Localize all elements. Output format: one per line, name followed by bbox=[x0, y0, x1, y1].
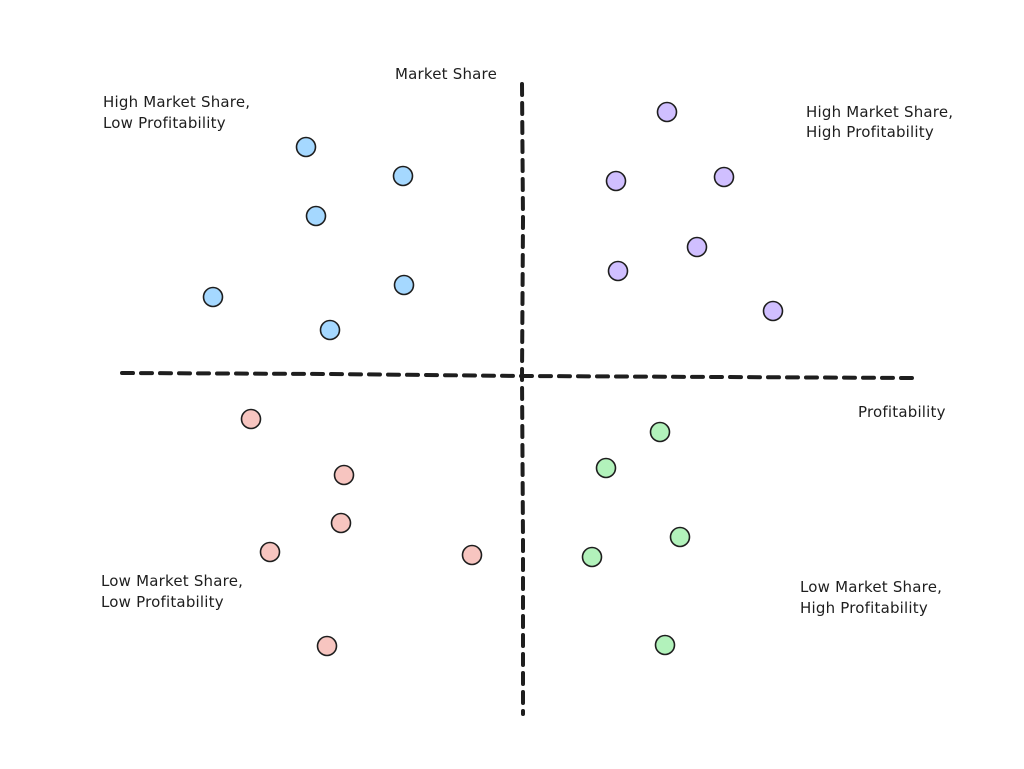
quadrant-label-bottom-left-line1: Low Market Share, bbox=[101, 572, 244, 590]
bottom-right-point-5 bbox=[654, 634, 676, 656]
quadrant-label-bottom-right-line2: High Profitability bbox=[800, 599, 928, 617]
bottom-left-point-4 bbox=[259, 541, 281, 563]
top-right-point-6 bbox=[762, 300, 784, 322]
bottom-right-point-1 bbox=[649, 421, 671, 443]
bottom-left-point-1 bbox=[240, 408, 262, 430]
top-right-point-2 bbox=[605, 170, 627, 192]
quadrant-label-bottom-right-line1: Low Market Share, bbox=[800, 578, 943, 596]
top-right-point-5 bbox=[607, 260, 629, 282]
horizontal-axis bbox=[120, 371, 914, 380]
top-right-point-4 bbox=[686, 236, 708, 258]
top-right-point-3 bbox=[713, 166, 735, 188]
quadrant-label-top-left-line1: High Market Share, bbox=[103, 93, 251, 111]
top-left-point-3 bbox=[305, 205, 327, 227]
bottom-left-point-2 bbox=[333, 464, 355, 486]
bottom-right-point-4 bbox=[581, 546, 603, 568]
top-right-point-1 bbox=[656, 101, 678, 123]
top-left-point-5 bbox=[393, 274, 415, 296]
bottom-right-point-2 bbox=[595, 457, 617, 479]
bottom-left-point-5 bbox=[461, 544, 483, 566]
vertical-axis-label: Market Share bbox=[395, 65, 498, 83]
quadrant-label-top-right-line1: High Market Share, bbox=[806, 103, 954, 121]
top-left-point-1 bbox=[295, 136, 317, 158]
top-left-point-6 bbox=[319, 319, 341, 341]
top-left-point-2 bbox=[392, 165, 414, 187]
data-points bbox=[202, 101, 784, 657]
bottom-left-point-6 bbox=[316, 635, 338, 657]
bottom-right-point-3 bbox=[669, 526, 691, 548]
quadrant-label-top-left-line2: Low Profitability bbox=[103, 114, 226, 132]
quadrant-label-top-right-line2: High Profitability bbox=[806, 123, 934, 141]
top-left-point-4 bbox=[202, 286, 224, 308]
bottom-left-point-3 bbox=[330, 512, 352, 534]
horizontal-axis-label: Profitability bbox=[858, 403, 946, 421]
quadrant-label-bottom-left-line2: Low Profitability bbox=[101, 593, 224, 611]
vertical-axis bbox=[519, 82, 526, 716]
